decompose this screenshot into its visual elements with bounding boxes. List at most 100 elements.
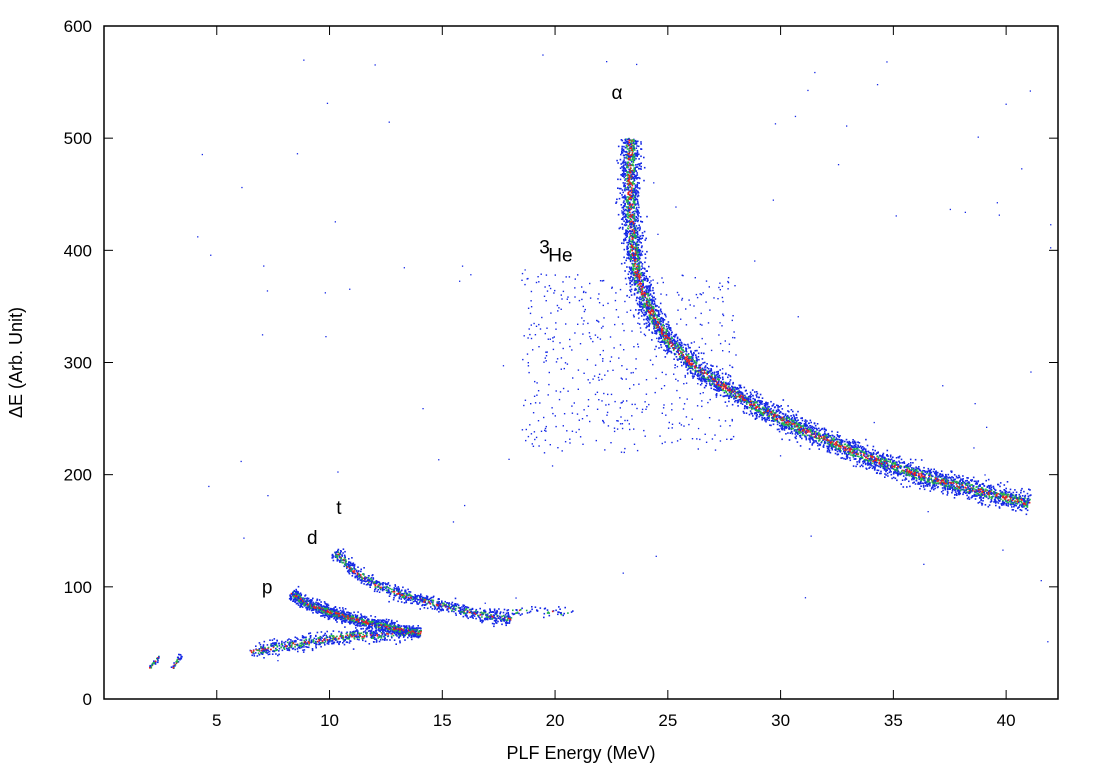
data-point: [382, 638, 384, 641]
data-point: [353, 611, 355, 614]
data-point: [521, 613, 523, 615]
data-point: [346, 617, 348, 619]
data-point: [310, 602, 312, 604]
data-point: [375, 621, 377, 623]
data-point: [640, 272, 642, 274]
data-point: [372, 636, 374, 638]
data-point: [700, 352, 703, 354]
data-point: [398, 591, 400, 594]
data-point: [643, 303, 645, 306]
data-point: [630, 246, 632, 249]
data-point: [758, 401, 761, 404]
data-point: [396, 620, 398, 623]
data-point: [408, 594, 410, 597]
data-point: [356, 624, 358, 626]
data-point: [299, 592, 302, 594]
data-point: [503, 615, 505, 617]
data-point: [394, 630, 397, 632]
data-point: [307, 607, 309, 609]
data-point: [633, 159, 636, 162]
data-point: [293, 589, 296, 592]
data-point: [713, 383, 715, 385]
data-point: [452, 608, 454, 610]
data-point: [472, 617, 474, 619]
data-point: [789, 421, 792, 424]
data-point: [769, 424, 771, 426]
data-point: [646, 250, 648, 253]
data-point: [632, 239, 634, 241]
data-point: [525, 609, 528, 612]
data-point: [302, 651, 305, 653]
data-point: [628, 220, 631, 222]
data-point: [640, 143, 642, 145]
data-point: [692, 377, 694, 379]
data-point: [324, 607, 326, 610]
data-point: [737, 395, 739, 398]
data-point: [303, 644, 305, 646]
data-point: [357, 622, 359, 624]
data-point: [1013, 505, 1015, 508]
data-point: [403, 602, 406, 604]
data-point: [417, 631, 420, 633]
data-point: [922, 482, 925, 485]
data-point: [298, 601, 301, 604]
data-point: [375, 622, 378, 625]
data-point: [406, 627, 409, 629]
data-point: [500, 618, 503, 621]
data-point: [896, 473, 899, 476]
data-point: [453, 606, 455, 609]
data-point: [365, 634, 368, 636]
data-point: [292, 593, 295, 596]
data-point: [450, 605, 453, 608]
data-point: [421, 601, 423, 603]
data-point: [840, 457, 842, 459]
data-point: [336, 616, 338, 618]
data-point: [632, 150, 634, 153]
data-point: [632, 144, 635, 147]
data-point: [794, 428, 796, 431]
data-point: [766, 404, 769, 406]
data-point: [373, 625, 376, 627]
data-point: [492, 616, 494, 618]
data-point: [493, 609, 496, 612]
data-point: [356, 576, 358, 578]
data-point: [731, 403, 734, 406]
data-point: [362, 633, 365, 636]
data-point: [371, 635, 374, 637]
data-point: [622, 206, 625, 208]
data-point: [293, 597, 295, 599]
data-point: [627, 141, 629, 143]
data-point: [985, 495, 988, 497]
data-point: [371, 621, 373, 623]
data-point: [355, 575, 357, 578]
data-point: [721, 372, 724, 375]
data-point: [323, 611, 325, 613]
data-point: [373, 581, 375, 584]
data-point: [991, 492, 994, 494]
data-point: [379, 624, 381, 627]
data-point: [640, 293, 643, 296]
data-point: [814, 424, 817, 427]
data-point: [381, 589, 384, 591]
data-point: [346, 567, 348, 570]
data-point: [772, 409, 775, 412]
data-point: [451, 604, 454, 606]
data-point: [637, 244, 640, 246]
data-point: [386, 586, 388, 588]
data-point: [432, 596, 434, 599]
data-point: [323, 607, 325, 609]
data-point: [334, 614, 337, 616]
data-point: [741, 403, 744, 405]
data-point: [678, 342, 680, 344]
data-point: [451, 601, 454, 604]
data-point: [297, 591, 299, 594]
data-point: [627, 220, 629, 223]
data-point: [273, 643, 276, 646]
data-point: [374, 588, 376, 591]
data-point: [674, 353, 677, 355]
data-point: [639, 163, 641, 165]
data-point: [637, 246, 639, 249]
data-point: [303, 601, 305, 604]
data-point: [349, 634, 352, 636]
data-point: [417, 603, 420, 605]
